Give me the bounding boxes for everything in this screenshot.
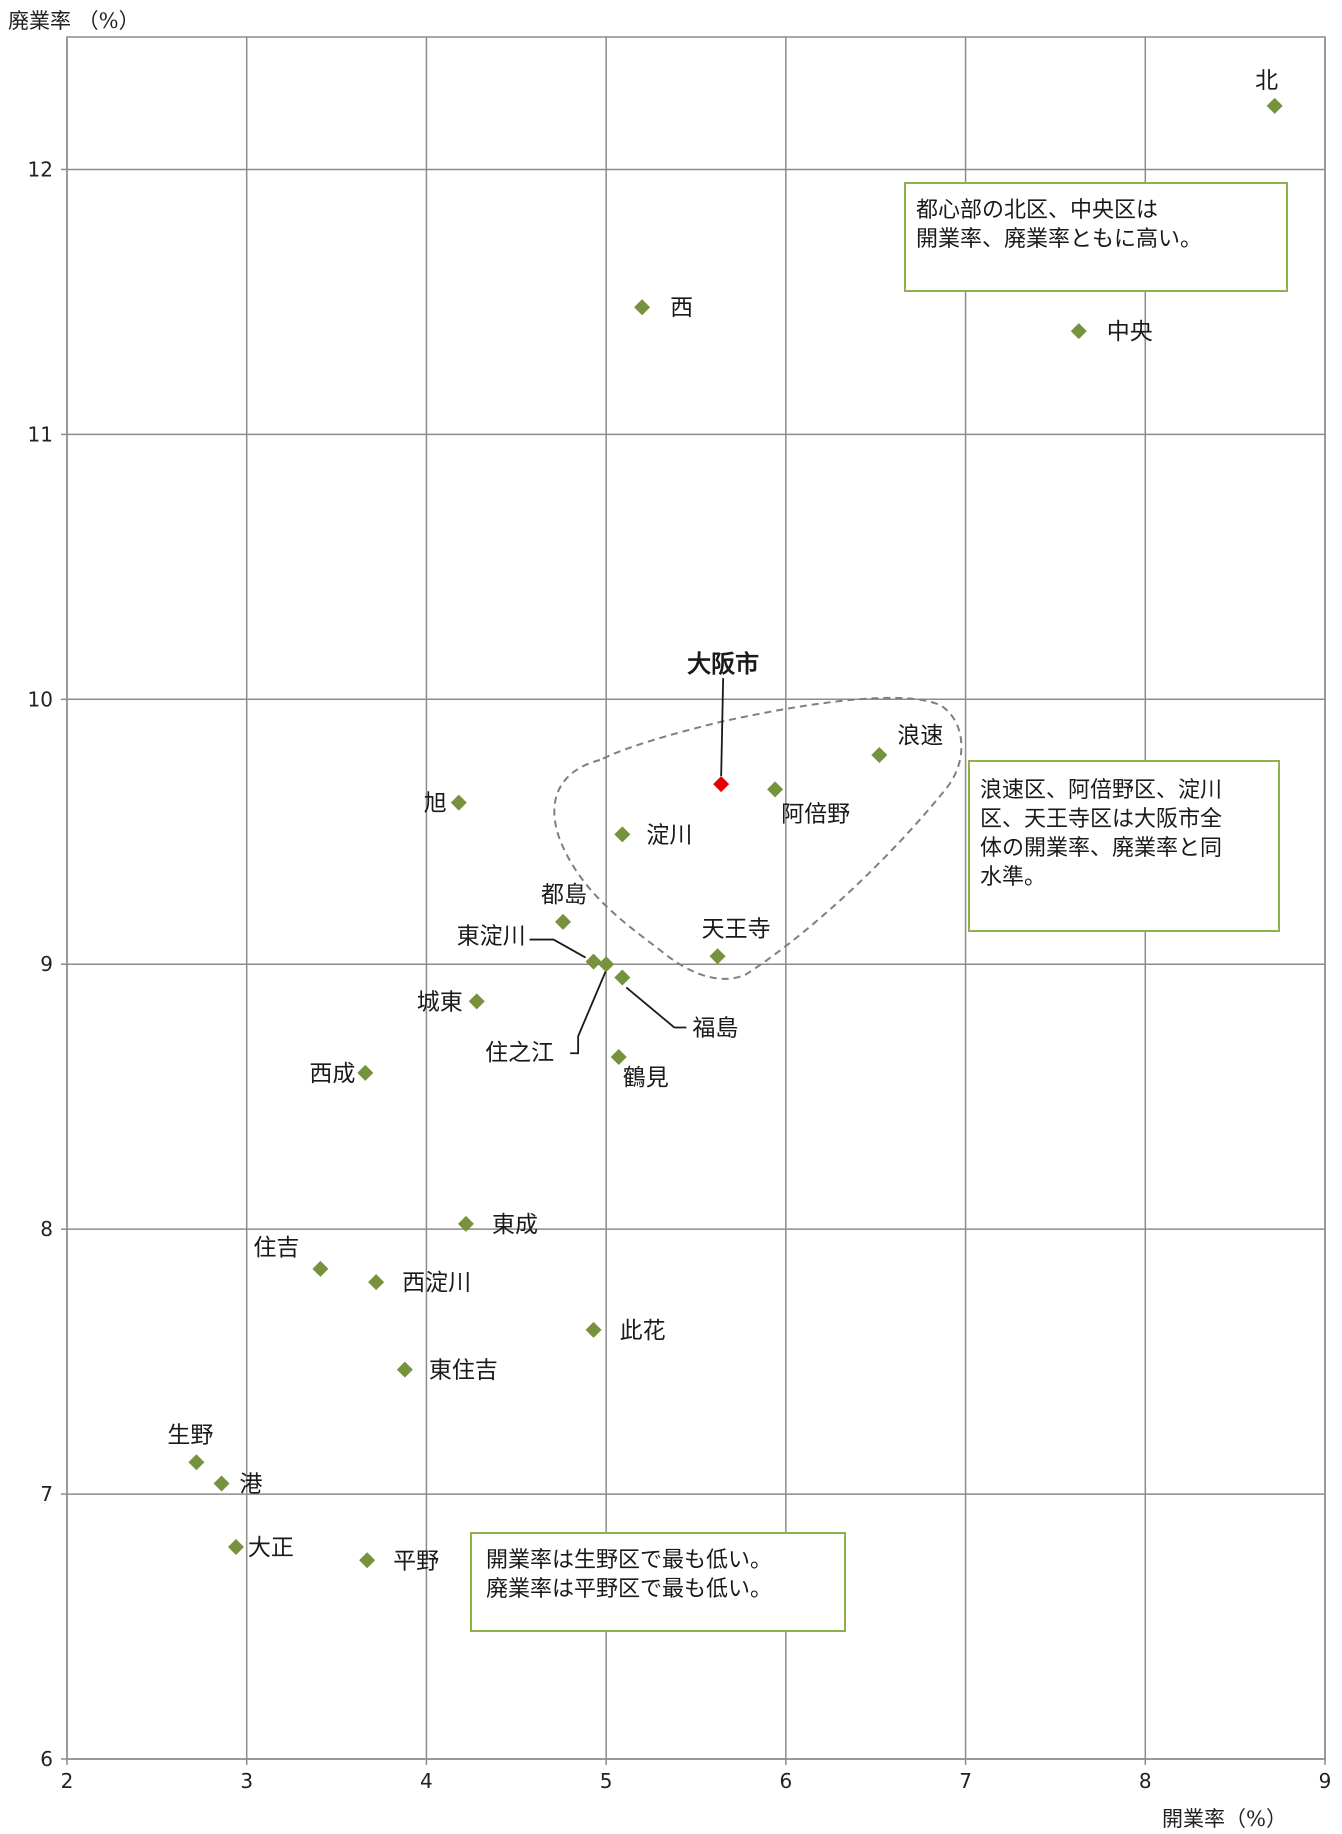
data-point-marker bbox=[359, 1552, 376, 1569]
data-point-label: 生野 bbox=[167, 1422, 213, 1448]
data-point-marker bbox=[1266, 97, 1283, 114]
leader-line bbox=[720, 678, 725, 777]
grid-lines bbox=[66, 37, 1326, 1760]
data-point-label: 北 bbox=[1255, 68, 1278, 94]
data-point-label: 東住吉 bbox=[429, 1358, 498, 1384]
y-tick-label: 11 bbox=[28, 422, 53, 446]
data-point-label: 西淀川 bbox=[402, 1270, 471, 1296]
data-point-marker bbox=[614, 826, 631, 843]
data-point-label: 鶴見 bbox=[623, 1065, 669, 1091]
data-point-label: 住吉 bbox=[253, 1235, 299, 1261]
y-tick-label: 7 bbox=[40, 1482, 53, 1506]
axes bbox=[61, 36, 1326, 1765]
data-point-marker bbox=[598, 956, 615, 973]
x-tick-label: 4 bbox=[420, 1769, 433, 1793]
data-point-label: 港 bbox=[240, 1471, 263, 1497]
data-point-label: 中央 bbox=[1107, 319, 1153, 345]
data-point-label: 城東 bbox=[417, 989, 463, 1015]
data-point-label: 旭 bbox=[424, 791, 447, 817]
data-point-label: 阿倍野 bbox=[781, 801, 850, 827]
y-tick-label: 8 bbox=[40, 1217, 53, 1241]
data-point-label: 福島 bbox=[692, 1015, 738, 1041]
data-point-marker bbox=[188, 1454, 205, 1471]
x-tick-label: 6 bbox=[779, 1769, 792, 1793]
leader-line bbox=[570, 969, 607, 1055]
x-tick-label: 3 bbox=[240, 1769, 253, 1793]
tick-labels: 2 3 4 5 6 7 8 9 6 7 8 9 10 11 12 bbox=[28, 157, 1332, 1793]
x-tick-label: 7 bbox=[959, 1769, 972, 1793]
data-point-marker bbox=[767, 781, 784, 798]
x-tick-label: 5 bbox=[600, 1769, 613, 1793]
plot-area-frame bbox=[66, 36, 1326, 1760]
y-tick-label: 9 bbox=[40, 952, 53, 976]
data-point-label: 大正 bbox=[248, 1535, 294, 1561]
data-point-marker bbox=[713, 776, 730, 793]
data-point-marker bbox=[357, 1064, 374, 1081]
data-point-marker bbox=[585, 953, 602, 970]
annotation-lowest: 開業率は生野区で最も低い。 廃業率は平野区で最も低い。 bbox=[470, 1532, 846, 1632]
y-tick-label: 12 bbox=[28, 157, 53, 181]
leader-line bbox=[625, 986, 687, 1029]
data-point-label: 住之江 bbox=[485, 1040, 554, 1066]
data-point-marker bbox=[610, 1048, 627, 1065]
y-tick-label: 10 bbox=[28, 687, 53, 711]
data-point-marker bbox=[450, 794, 467, 811]
data-point-label: 此花 bbox=[620, 1318, 666, 1344]
data-point-label: 東成 bbox=[492, 1212, 538, 1238]
y-axis-title: 廃業率 （%） bbox=[8, 9, 140, 33]
data-point-marker bbox=[634, 299, 651, 316]
x-tick-label: 2 bbox=[61, 1769, 74, 1793]
data-point-label: 淀川 bbox=[646, 822, 692, 848]
data-point-marker bbox=[213, 1475, 230, 1492]
data-point-marker bbox=[396, 1361, 413, 1378]
data-point-label: 天王寺 bbox=[702, 916, 771, 942]
data-points bbox=[188, 97, 1283, 1569]
annotation-average-group: 浪速区、阿倍野区、淀川 区、天王寺区は大阪市全 体の開業率、廃業率と同 水準。 bbox=[968, 760, 1280, 932]
x-axis-title: 開業率（%） bbox=[1162, 1807, 1287, 1831]
data-point-marker bbox=[312, 1260, 329, 1277]
data-point-marker bbox=[227, 1539, 244, 1556]
data-point-label: 都島 bbox=[541, 882, 587, 908]
data-point-label: 平野 bbox=[393, 1548, 439, 1574]
leader-lines bbox=[529, 678, 725, 1055]
y-tick-label: 6 bbox=[40, 1747, 53, 1771]
data-point-marker bbox=[555, 913, 572, 930]
data-point-marker bbox=[1070, 323, 1087, 340]
data-point-label: 大阪市 bbox=[687, 650, 759, 678]
data-point-marker bbox=[468, 993, 485, 1010]
data-point-marker bbox=[457, 1215, 474, 1232]
x-tick-label: 9 bbox=[1319, 1769, 1332, 1793]
data-point-label: 西成 bbox=[309, 1061, 355, 1087]
data-point-marker bbox=[614, 969, 631, 986]
data-point-label: 西 bbox=[670, 295, 693, 321]
data-point-marker bbox=[368, 1274, 385, 1291]
data-point-marker bbox=[585, 1321, 602, 1338]
leader-line bbox=[529, 938, 587, 959]
annotation-north-central: 都心部の北区、中央区は 開業率、廃業率ともに高い。 bbox=[904, 182, 1288, 292]
x-tick-label: 8 bbox=[1139, 1769, 1152, 1793]
data-point-marker bbox=[871, 746, 888, 763]
data-point-label: 浪速 bbox=[897, 723, 943, 749]
data-point-marker bbox=[709, 948, 726, 965]
data-point-label: 東淀川 bbox=[457, 924, 526, 950]
